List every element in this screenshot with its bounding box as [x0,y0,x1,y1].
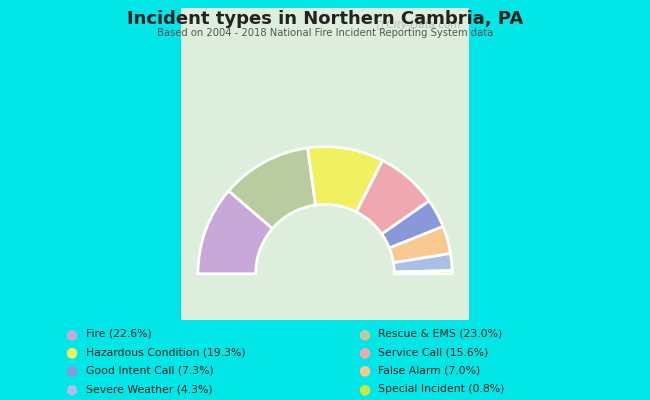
Text: Good Intent Call (7.3%): Good Intent Call (7.3%) [86,366,214,376]
Text: Based on 2004 - 2018 National Fire Incident Reporting System data: Based on 2004 - 2018 National Fire Incid… [157,28,493,38]
Text: ●: ● [66,364,77,378]
Text: Fire (22.6%): Fire (22.6%) [86,329,151,339]
Wedge shape [382,201,443,248]
Text: ●: ● [358,345,370,359]
Text: Rescue & EMS (23.0%): Rescue & EMS (23.0%) [378,329,502,339]
Text: False Alarm (7.0%): False Alarm (7.0%) [378,366,480,376]
Text: Service Call (15.6%): Service Call (15.6%) [378,347,489,358]
Wedge shape [395,270,452,274]
Wedge shape [229,148,315,228]
Text: ●: ● [358,327,370,341]
Text: ●: ● [66,382,77,396]
Text: ●: ● [66,345,77,359]
Wedge shape [198,191,272,274]
Text: ●: ● [358,382,370,396]
Text: Hazardous Condition (19.3%): Hazardous Condition (19.3%) [86,347,246,358]
Text: Special Incident (0.8%): Special Incident (0.8%) [378,384,504,394]
Text: ●: ● [358,364,370,378]
Wedge shape [389,226,450,263]
Wedge shape [356,160,429,234]
Wedge shape [307,147,383,212]
Text: ●: ● [66,327,77,341]
Wedge shape [393,254,452,272]
Text: 🔘 City-Data.com: 🔘 City-Data.com [377,20,461,30]
Text: Incident types in Northern Cambria, PA: Incident types in Northern Cambria, PA [127,10,523,28]
Text: Severe Weather (4.3%): Severe Weather (4.3%) [86,384,213,394]
